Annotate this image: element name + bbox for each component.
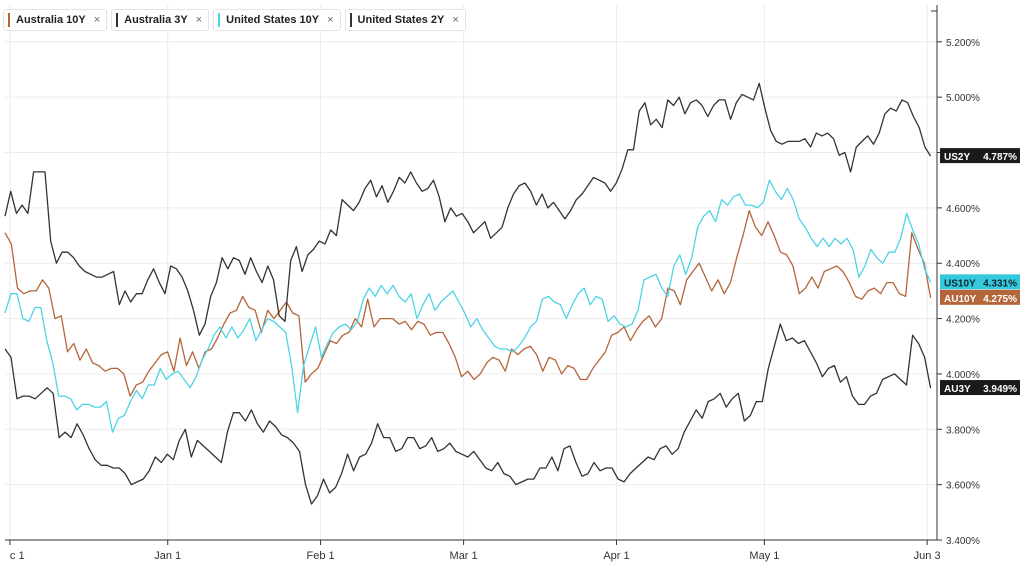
legend-swatch	[349, 13, 352, 27]
end-label-bg	[940, 289, 1020, 305]
end-label-name: AU3Y	[944, 384, 971, 395]
end-labels: AU10Y 4.275% AU3Y 3.949% US10Y 4.331% US2Y 4.78…	[940, 148, 1020, 396]
legend-label: United States 10Y	[226, 14, 320, 26]
x-tick-label: c 1	[10, 550, 25, 562]
end-label-name: AU10Y	[944, 294, 977, 305]
y-tick-label: 5.000%	[946, 93, 980, 104]
close-icon[interactable]: ×	[93, 14, 101, 26]
legend-swatch	[8, 13, 10, 27]
legend-label: Australia 10Y	[16, 14, 86, 26]
series-layer	[4, 82, 932, 505]
x-tick-label: Apr 1	[603, 550, 629, 562]
y-tick-label: 4.000%	[946, 370, 980, 381]
grid	[5, 5, 937, 541]
end-label-value: 3.949%	[983, 384, 1017, 395]
y-tick-label: 3.400%	[946, 536, 980, 547]
end-label-bg	[940, 148, 1020, 164]
legend-swatch	[116, 13, 119, 27]
end-label-value: 4.787%	[983, 152, 1017, 163]
y-tick-label: 5.200%	[946, 38, 980, 49]
end-label-au3y: AU3Y 3.949%	[940, 380, 1020, 396]
y-tick-label: 4.400%	[946, 259, 980, 270]
y-tick-label: 3.800%	[946, 425, 980, 436]
x-tick-label: Feb 1	[307, 550, 335, 562]
end-label-value: 4.275%	[983, 294, 1017, 305]
end-label-us2y: US2Y 4.787%	[940, 148, 1020, 164]
y-tick-label: 4.600%	[946, 204, 980, 215]
end-label-value: 4.331%	[983, 278, 1017, 289]
series-line-australia-10y	[4, 209, 932, 397]
close-icon[interactable]: ×	[195, 14, 203, 26]
y-tick-label: 4.200%	[946, 315, 980, 326]
y-tick-label: 3.600%	[946, 481, 980, 492]
end-label-au10y: AU10Y 4.275%	[940, 289, 1020, 305]
axis-layer: 5.200%5.000%4.800%4.600%4.400%4.200%4.00…	[5, 5, 980, 562]
legend-chip-australia-10y[interactable]: Australia 10Y ×	[3, 9, 108, 31]
x-tick-label: Jun 3	[914, 550, 941, 562]
series-line-australia-3y	[4, 323, 932, 505]
series-line-united-states-2y	[4, 82, 932, 336]
end-label-bg	[940, 274, 1020, 290]
close-icon[interactable]: ×	[452, 14, 459, 26]
end-label-name: US10Y	[944, 278, 976, 289]
legend-swatch	[218, 13, 221, 27]
legend-chip-united-states-10y[interactable]: United States 10Y ×	[213, 9, 341, 31]
x-tick-label: May 1	[749, 550, 779, 562]
legend-chip-united-states-2y[interactable]: United States 2Y ×	[344, 9, 466, 31]
end-label-us10y: US10Y 4.331%	[940, 274, 1020, 290]
legend-label: United States 2Y	[357, 14, 445, 26]
legend: Australia 10Y × Australia 3Y × United St…	[3, 9, 466, 31]
series-line-united-states-10y	[4, 179, 932, 433]
legend-label: Australia 3Y	[124, 14, 188, 26]
end-label-bg	[940, 380, 1020, 396]
end-label-name: US2Y	[944, 152, 970, 163]
x-tick-label: Jan 1	[154, 550, 181, 562]
legend-chip-australia-3y[interactable]: Australia 3Y ×	[111, 9, 210, 31]
close-icon[interactable]: ×	[327, 14, 334, 26]
x-tick-label: Mar 1	[450, 550, 478, 562]
